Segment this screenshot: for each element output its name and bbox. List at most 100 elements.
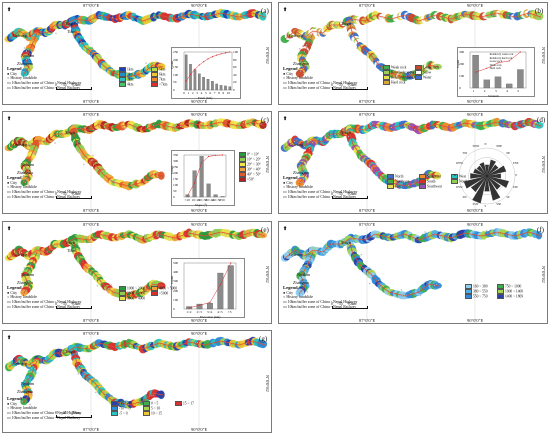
class-legend-item: 20° ~ 30° xyxy=(239,162,261,167)
scale-line xyxy=(56,196,92,199)
map-canvas-d xyxy=(280,112,544,213)
lon-label-top-1: 87°0'0"E xyxy=(83,331,100,336)
legend-item-city: ● City xyxy=(7,401,18,406)
class-swatch xyxy=(465,294,472,299)
rose-direction-label: W xyxy=(453,174,457,177)
rose-direction-label: WNW xyxy=(455,162,464,166)
lon-label-bottom-1: 87°0'0"E xyxy=(359,99,376,104)
class-legend-item: 5km xyxy=(151,67,167,72)
y-tick-label: 200 xyxy=(173,57,179,62)
chart-bar xyxy=(206,183,211,198)
cumulative-point xyxy=(199,304,201,306)
city-label-nyalam: Nyalam xyxy=(21,162,35,167)
y-tick-label: 300 xyxy=(173,159,179,163)
chart-bar xyxy=(517,69,524,89)
chart-bar xyxy=(199,156,204,198)
cumulative-point xyxy=(214,154,217,156)
y-tick-label: 100 xyxy=(173,72,179,77)
cumulative-point xyxy=(221,154,224,156)
class-legend-item: Southeast xyxy=(419,174,442,179)
class-legend-col: Weak rock Relatively weak rock Relatively … xyxy=(383,65,422,85)
legend-item-history: ○ History landslide xyxy=(7,185,38,190)
cumulative-point xyxy=(189,73,192,75)
rose-petal xyxy=(486,164,499,177)
lon-label-top-1: 87°0'0"E xyxy=(83,222,100,227)
cumulative-point xyxy=(211,56,213,58)
rose-petal xyxy=(479,162,488,177)
class-swatch xyxy=(111,406,118,411)
class-swatch xyxy=(383,65,390,70)
chart-bar xyxy=(189,64,192,91)
legend-item-hwy: ▭ 10km buffer zone of China - Nepal High… xyxy=(7,190,82,195)
y-tick-label: 150 xyxy=(173,177,179,181)
class-legend-item: Snow xyxy=(415,70,439,75)
x-tick-label: 8 xyxy=(218,90,220,95)
legend-item-city: ● City xyxy=(7,71,18,76)
x-axis-label: Stratum xyxy=(488,94,499,98)
lon-label-top-1: 87°0'0"E xyxy=(83,112,100,117)
chart-bar xyxy=(217,272,224,310)
rose-petal xyxy=(472,175,488,204)
class-swatch xyxy=(419,184,426,189)
class-legend-item: 10 ~ 15 xyxy=(143,411,162,416)
map-panel-d: 87°0'0"E 90°0'0"E 87°0'0"E 90°0'0"E N"0'0°82… xyxy=(278,111,548,214)
cumulative-point xyxy=(497,62,499,64)
legend-item-city: ● City xyxy=(283,290,294,295)
lat-label: N"0'0°82 xyxy=(541,156,546,173)
y-tick-label: 0 xyxy=(173,195,175,199)
legend-item-history: ○ History landslide xyxy=(283,185,314,190)
map-canvas-e xyxy=(4,222,267,323)
cumulative-line xyxy=(187,154,223,196)
class-legend-item: 0 ~ 5 xyxy=(143,401,162,406)
class-legend-col: Loose rock Snow Water xyxy=(415,65,439,80)
class-legend-item: Relatively weak rock xyxy=(383,70,422,75)
legend-item-rwy: ▭ 10km buffer zone of China - Nepal Rail… xyxy=(7,194,81,199)
chart-bar xyxy=(224,85,227,91)
class-legend-item: -15 ~ -10 xyxy=(111,401,132,406)
rose-petal xyxy=(473,168,488,177)
chart-bar xyxy=(213,194,218,198)
chart-bar xyxy=(483,79,491,89)
class-swatch xyxy=(383,70,390,75)
class-swatch xyxy=(151,77,158,82)
legend-item-rwy: ▭ 10km buffer zone of China - Nepal Rail… xyxy=(7,304,81,309)
rose-direction-label: N xyxy=(484,143,487,146)
class-legend-item: 0° ~ 10° xyxy=(239,152,261,157)
class-legend-col: 0° ~ 10° 10° ~ 20° 20° ~ 30° 30° ~ 40° 40° ~… xyxy=(239,152,261,182)
x-tick-label: 20~30 xyxy=(198,197,208,202)
city-label-gyirong: Gyirong xyxy=(13,142,27,147)
class-swatch xyxy=(497,284,504,289)
lon-label-top-2: 90°0'0"E xyxy=(191,112,208,117)
rose-petal xyxy=(470,175,488,193)
rose-direction-label: SW xyxy=(462,195,467,199)
x-tick-label: 9 xyxy=(222,90,225,95)
map-panel-f: 87°0'0"E 90°0'0"E 87°0'0"E 90°0'0"E N"0'0°82… xyxy=(278,221,548,324)
city-label-tibet: Tibet xyxy=(67,29,76,34)
map-panel-a: 87°0'0"E 90°0'0"E 87°0'0"E 90°0'0"E N"0'0°82… xyxy=(2,2,272,105)
map-legend: Legend ● City ○ History landslide ▭ 10km bu… xyxy=(7,66,81,91)
y-tick-label: 500 xyxy=(173,261,179,265)
class-legend-item: >50° xyxy=(239,177,261,182)
lat-label: N"0'0°82 xyxy=(265,156,270,173)
cumulative-point xyxy=(224,52,227,54)
lon-label-bottom-1: 87°0'0"E xyxy=(83,427,100,432)
class-legend-item: South xyxy=(419,179,442,184)
y-axis-label: Count xyxy=(170,275,174,284)
class-swatch xyxy=(119,82,126,87)
x-tick-label: 3 xyxy=(196,90,198,95)
panel-label: (c) xyxy=(261,116,269,124)
x-tick-label: 4 xyxy=(506,88,508,93)
y-tick-label: 0 xyxy=(173,307,175,311)
class-swatch xyxy=(415,70,422,75)
map-canvas-a xyxy=(4,3,267,104)
y2-tick-label: 20 xyxy=(233,80,237,85)
x-tick-label: 1~2 xyxy=(186,309,192,314)
chart-bar xyxy=(196,303,203,310)
class-legend-col: 5km 6km 7km >7km xyxy=(151,67,167,87)
lon-label-bottom-2: 90°0'0"E xyxy=(467,208,484,213)
class-swatch xyxy=(497,289,504,294)
inset-chart-b: 1 2 3 4 5 0 100 200 300 Stratum Count Relatively we… xyxy=(456,47,535,98)
cumulative-point xyxy=(230,262,232,264)
panel-label: (b) xyxy=(535,7,544,15)
legend-item-rwy: ▭ 10km buffer zone of China - Nepal Rail… xyxy=(7,415,81,420)
